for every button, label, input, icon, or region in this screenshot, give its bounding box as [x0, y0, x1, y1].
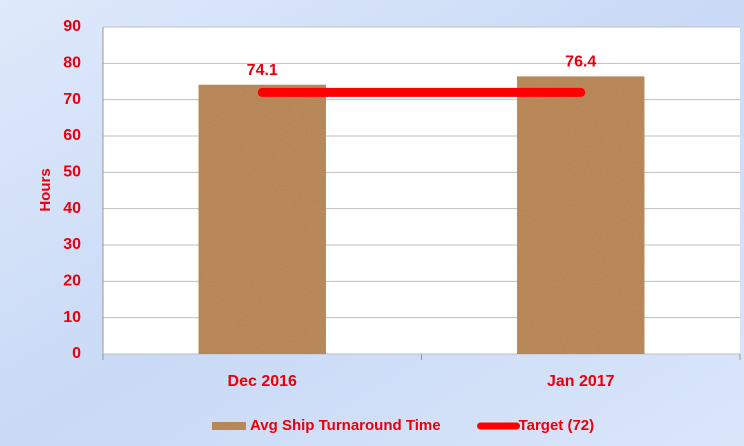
- x-tick-label: Jan 2017: [547, 373, 615, 390]
- bar: [198, 84, 326, 355]
- x-tick-label: Dec 2016: [228, 373, 297, 390]
- y-tick-label: 0: [72, 345, 81, 362]
- data-label: 76.4: [565, 54, 596, 71]
- y-tick-label: 70: [63, 91, 81, 108]
- legend-label: Avg Ship Turnaround Time: [250, 417, 441, 434]
- bar: [517, 76, 645, 354]
- y-tick-label: 10: [63, 309, 81, 326]
- y-axis-label: Hours: [37, 168, 54, 211]
- data-label: 74.1: [247, 62, 278, 79]
- y-tick-label: 50: [63, 164, 81, 181]
- legend-swatch: [212, 422, 246, 430]
- legend-label: Target (72): [519, 417, 595, 434]
- y-tick-label: 60: [63, 127, 81, 144]
- y-tick-label: 30: [63, 236, 81, 253]
- y-tick-label: 20: [63, 273, 81, 290]
- y-tick-label: 80: [63, 55, 81, 72]
- y-tick-label: 90: [63, 18, 81, 35]
- y-tick-label: 40: [63, 200, 81, 217]
